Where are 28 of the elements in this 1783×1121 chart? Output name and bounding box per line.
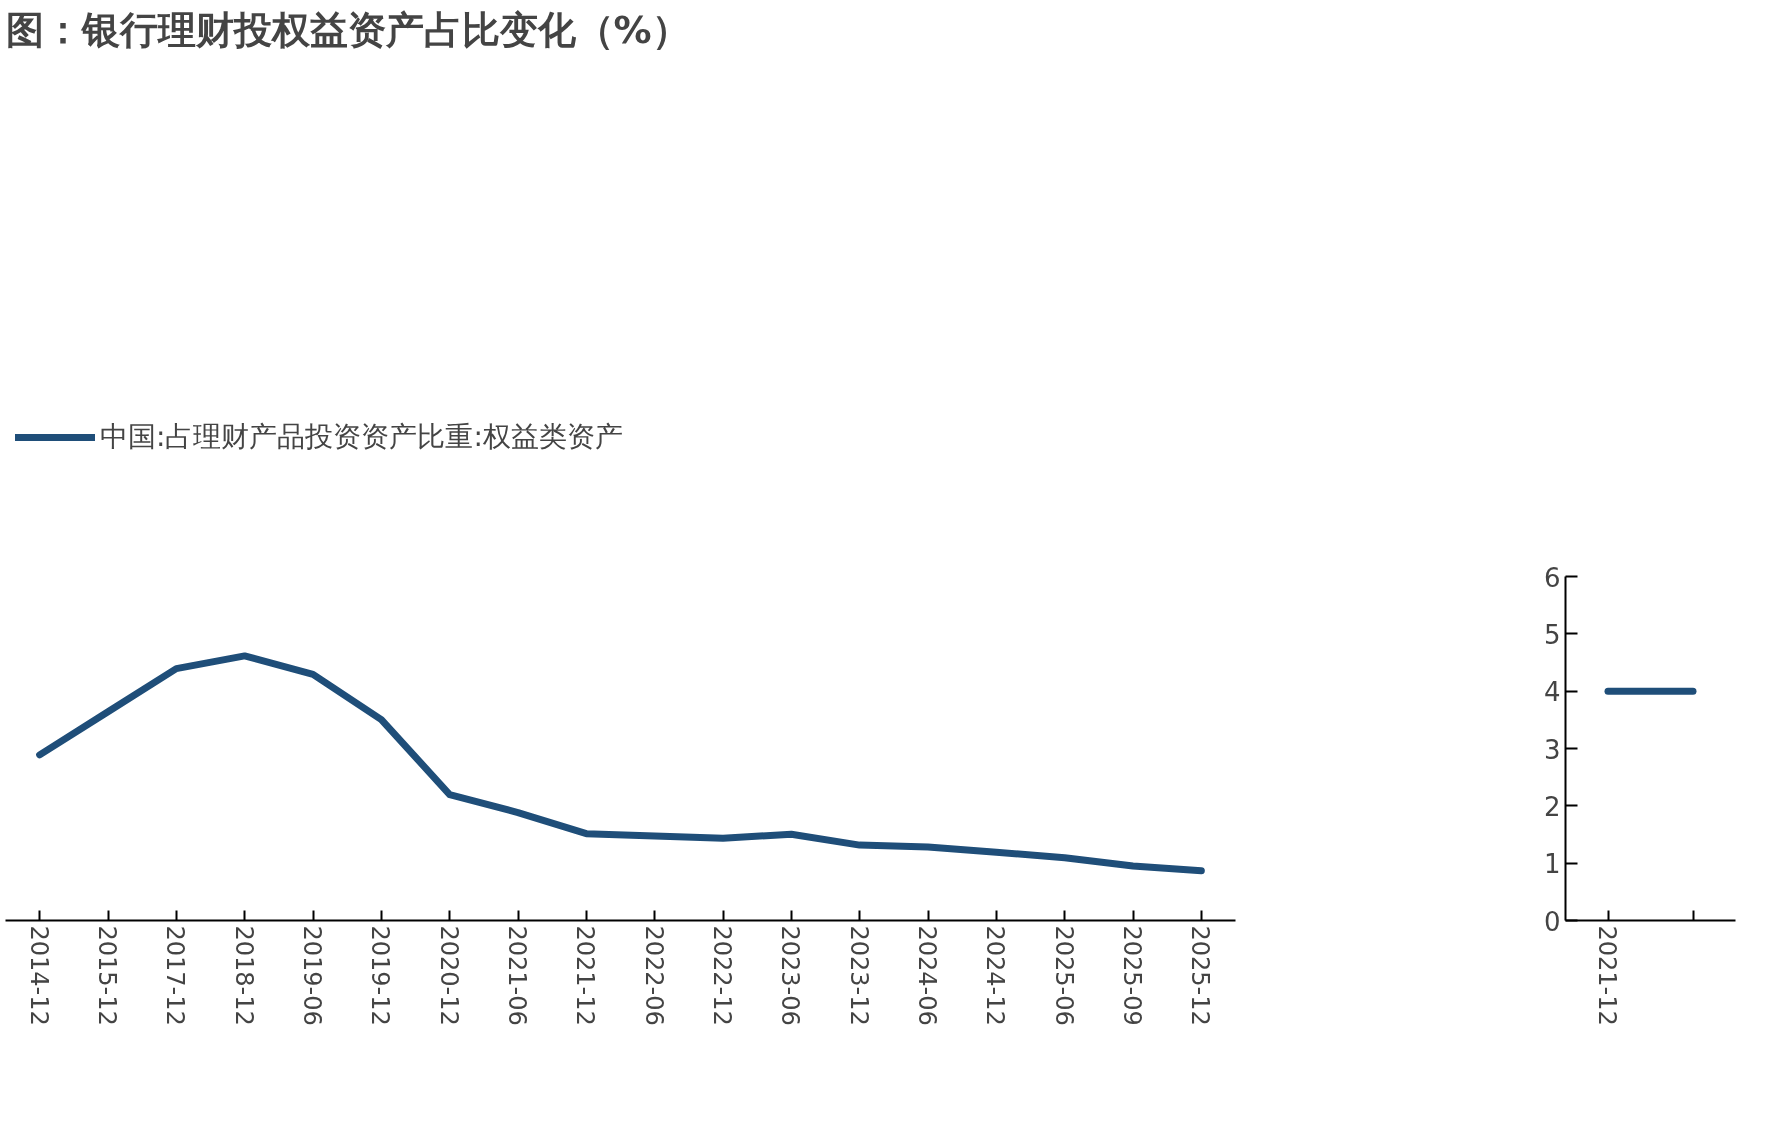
x-tick-label: 2019-06 (298, 925, 326, 1026)
x-tick-label: 2019-12 (366, 925, 395, 1026)
x-tick-label: 2017-12 (161, 925, 190, 1026)
y-tick-label: 2 (1543, 791, 1561, 822)
x-tick-label: 2020-12 (434, 925, 463, 1026)
x-tick-label: 2021-06 (503, 925, 531, 1026)
legend-label: 中国:占理财产品投资资产比重:权益类资产 (100, 418, 623, 455)
chart-title: 图：银行理财投权益资产占比变化（%） (5, 7, 690, 52)
y-tick-label: 3 (1543, 734, 1561, 765)
y-tick-label: 5 (1543, 619, 1561, 650)
x-tick-label: 2014-12 (24, 925, 53, 1026)
x-tick-label: 2021-12 (1593, 925, 1621, 1026)
x-tick-label: 2022-06 (639, 925, 668, 1026)
y-tick-label: 4 (1543, 677, 1561, 708)
x-tick-label: 2024-12 (981, 925, 1010, 1026)
x-tick-label: 2022-12 (708, 925, 736, 1026)
x-tick-label: 2025-09 (1118, 925, 1146, 1026)
x-tick-label: 2021-12 (571, 925, 600, 1026)
x-tick-label: 2025-12 (1186, 925, 1215, 1026)
x-tick-label: 2023-12 (844, 925, 873, 1026)
y-tick-label: 1 (1543, 849, 1561, 880)
x-tick-label: 2018-12 (229, 925, 258, 1026)
x-tick-label: 2015-12 (93, 925, 121, 1026)
x-tick-label: 2024-06 (913, 925, 941, 1026)
y-tick-label: 6 (1543, 562, 1561, 593)
x-tick-label: 2025-06 (1049, 925, 1078, 1026)
y-tick-label: 0 (1543, 906, 1561, 937)
x-tick-label: 2023-06 (776, 925, 805, 1026)
